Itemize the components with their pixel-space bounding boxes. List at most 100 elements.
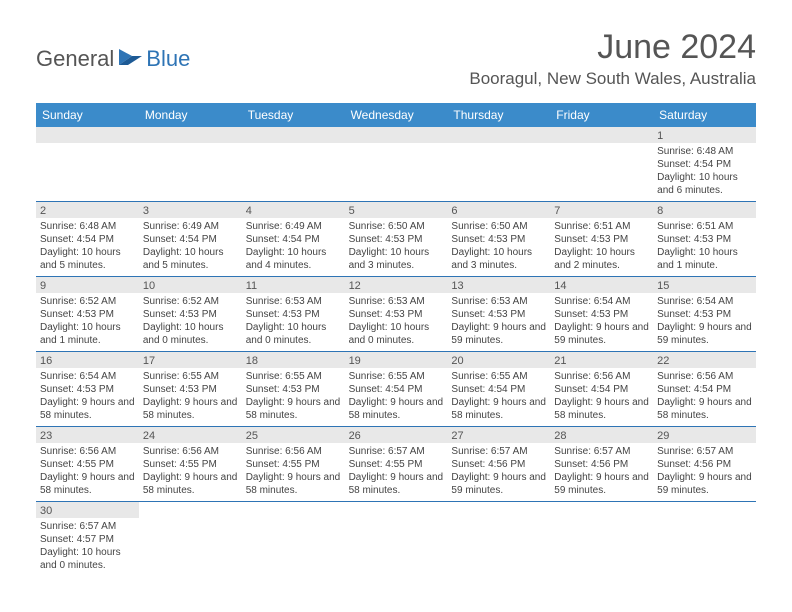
- day-daylight: Daylight: 9 hours and 58 minutes.: [349, 471, 444, 497]
- day-sunset: Sunset: 4:55 PM: [143, 458, 238, 471]
- day-cell: 1Sunrise: 6:48 AMSunset: 4:54 PMDaylight…: [653, 127, 756, 202]
- date-number: 1: [653, 127, 756, 143]
- date-number: 5: [345, 202, 448, 218]
- day-cell: [653, 502, 756, 576]
- date-number: 24: [139, 427, 242, 443]
- day-cell: 29Sunrise: 6:57 AMSunset: 4:56 PMDayligh…: [653, 427, 756, 502]
- weekday-header-cell: Monday: [139, 103, 242, 127]
- day-sunset: Sunset: 4:54 PM: [657, 383, 752, 396]
- day-sunset: Sunset: 4:54 PM: [349, 383, 444, 396]
- day-cell: 27 Sunrise: 6:57 AMSunset: 4:56 PMDayligh…: [447, 427, 550, 502]
- day-daylight: Daylight: 10 hours and 3 minutes.: [451, 246, 546, 272]
- date-number: [36, 127, 139, 143]
- day-daylight: Daylight: 9 hours and 58 minutes.: [554, 396, 649, 422]
- day-sunset: Sunset: 4:56 PM: [451, 458, 546, 471]
- day-sunset: Sunset: 4:53 PM: [554, 233, 649, 246]
- day-sunrise: Sunrise: 6:57 AM: [40, 520, 135, 533]
- flag-icon: [118, 47, 144, 72]
- day-sunrise: Sunrise: 6:54 AM: [554, 295, 649, 308]
- day-cell: 15Sunrise: 6:54 AMSunset: 4:53 PMDayligh…: [653, 277, 756, 352]
- day-sunrise: Sunrise: 6:57 AM: [451, 445, 546, 458]
- day-sunset: Sunset: 4:56 PM: [657, 458, 752, 471]
- date-number: 16: [36, 352, 139, 368]
- date-number: 13: [447, 277, 550, 293]
- day-sunrise: Sunrise: 6:52 AM: [143, 295, 238, 308]
- day-cell: 17Sunrise: 6:55 AMSunset: 4:53 PMDayligh…: [139, 352, 242, 427]
- day-daylight: Daylight: 10 hours and 5 minutes.: [143, 246, 238, 272]
- day-sunrise: Sunrise: 6:50 AM: [349, 220, 444, 233]
- date-number: 28: [550, 427, 653, 443]
- calendar-body: 1Sunrise: 6:48 AMSunset: 4:54 PMDaylight…: [36, 127, 756, 576]
- day-sunrise: Sunrise: 6:52 AM: [40, 295, 135, 308]
- day-cell: [345, 127, 448, 202]
- date-number: 17: [139, 352, 242, 368]
- day-cell: 2Sunrise: 6:48 AMSunset: 4:54 PMDaylight…: [36, 202, 139, 277]
- weekday-header-cell: Friday: [550, 103, 653, 127]
- date-number: 25: [242, 427, 345, 443]
- date-number: [139, 127, 242, 143]
- day-sunset: Sunset: 4:55 PM: [40, 458, 135, 471]
- day-sunrise: Sunrise: 6:51 AM: [657, 220, 752, 233]
- day-sunrise: Sunrise: 6:56 AM: [554, 370, 649, 383]
- day-daylight: Daylight: 10 hours and 3 minutes.: [349, 246, 444, 272]
- day-cell: 12Sunrise: 6:53 AMSunset: 4:53 PMDayligh…: [345, 277, 448, 352]
- date-number: 29: [653, 427, 756, 443]
- day-sunrise: Sunrise: 6:49 AM: [143, 220, 238, 233]
- day-sunset: Sunset: 4:53 PM: [657, 233, 752, 246]
- day-daylight: Daylight: 9 hours and 59 minutes.: [554, 321, 649, 347]
- day-daylight: Daylight: 9 hours and 59 minutes.: [451, 321, 546, 347]
- day-sunset: Sunset: 4:54 PM: [657, 158, 752, 171]
- day-daylight: Daylight: 10 hours and 0 minutes.: [40, 546, 135, 572]
- day-cell: 8Sunrise: 6:51 AMSunset: 4:53 PMDaylight…: [653, 202, 756, 277]
- weekday-header-cell: Thursday: [447, 103, 550, 127]
- day-cell: [242, 127, 345, 202]
- day-cell: 4Sunrise: 6:49 AMSunset: 4:54 PMDaylight…: [242, 202, 345, 277]
- day-sunset: Sunset: 4:55 PM: [349, 458, 444, 471]
- day-cell: [139, 502, 242, 576]
- day-sunrise: Sunrise: 6:55 AM: [451, 370, 546, 383]
- date-number: 27: [447, 427, 550, 443]
- day-sunset: Sunset: 4:53 PM: [349, 233, 444, 246]
- day-sunrise: Sunrise: 6:55 AM: [349, 370, 444, 383]
- date-number: 12: [345, 277, 448, 293]
- day-cell: 26Sunrise: 6:57 AMSunset: 4:55 PMDayligh…: [345, 427, 448, 502]
- date-number: [550, 127, 653, 143]
- logo-text-blue: Blue: [146, 46, 190, 72]
- date-number: 20: [447, 352, 550, 368]
- day-cell: 6Sunrise: 6:50 AMSunset: 4:53 PMDaylight…: [447, 202, 550, 277]
- day-cell: 10Sunrise: 6:52 AMSunset: 4:53 PMDayligh…: [139, 277, 242, 352]
- day-daylight: Daylight: 9 hours and 58 minutes.: [349, 396, 444, 422]
- day-cell: 24Sunrise: 6:56 AMSunset: 4:55 PMDayligh…: [139, 427, 242, 502]
- day-sunrise: Sunrise: 6:53 AM: [451, 295, 546, 308]
- day-daylight: Daylight: 10 hours and 4 minutes.: [246, 246, 341, 272]
- date-number: 19: [345, 352, 448, 368]
- day-daylight: Daylight: 9 hours and 58 minutes.: [451, 396, 546, 422]
- day-daylight: Daylight: 10 hours and 0 minutes.: [246, 321, 341, 347]
- day-daylight: Daylight: 9 hours and 59 minutes.: [451, 471, 546, 497]
- date-number: [242, 127, 345, 143]
- day-sunset: Sunset: 4:54 PM: [40, 233, 135, 246]
- day-cell: 13Sunrise: 6:53 AMSunset: 4:53 PMDayligh…: [447, 277, 550, 352]
- page-title: June 2024: [469, 28, 756, 67]
- weekday-header-row: SundayMondayTuesdayWednesdayThursdayFrid…: [36, 103, 756, 127]
- day-daylight: Daylight: 9 hours and 58 minutes.: [40, 471, 135, 497]
- header: General Blue June 2024 Booragul, New Sou…: [0, 0, 792, 97]
- day-sunrise: Sunrise: 6:51 AM: [554, 220, 649, 233]
- date-number: 9: [36, 277, 139, 293]
- weekday-header-cell: Wednesday: [345, 103, 448, 127]
- day-sunset: Sunset: 4:53 PM: [554, 308, 649, 321]
- day-cell: 22Sunrise: 6:56 AMSunset: 4:54 PMDayligh…: [653, 352, 756, 427]
- day-sunset: Sunset: 4:53 PM: [143, 383, 238, 396]
- date-number: 6: [447, 202, 550, 218]
- day-sunset: Sunset: 4:54 PM: [554, 383, 649, 396]
- calendar: SundayMondayTuesdayWednesdayThursdayFrid…: [36, 103, 756, 576]
- day-sunrise: Sunrise: 6:53 AM: [246, 295, 341, 308]
- day-cell: [447, 502, 550, 576]
- date-number: 15: [653, 277, 756, 293]
- day-sunrise: Sunrise: 6:57 AM: [657, 445, 752, 458]
- day-cell: 18Sunrise: 6:55 AMSunset: 4:53 PMDayligh…: [242, 352, 345, 427]
- day-sunrise: Sunrise: 6:49 AM: [246, 220, 341, 233]
- day-daylight: Daylight: 10 hours and 1 minute.: [40, 321, 135, 347]
- day-daylight: Daylight: 9 hours and 58 minutes.: [246, 396, 341, 422]
- day-sunrise: Sunrise: 6:48 AM: [657, 145, 752, 158]
